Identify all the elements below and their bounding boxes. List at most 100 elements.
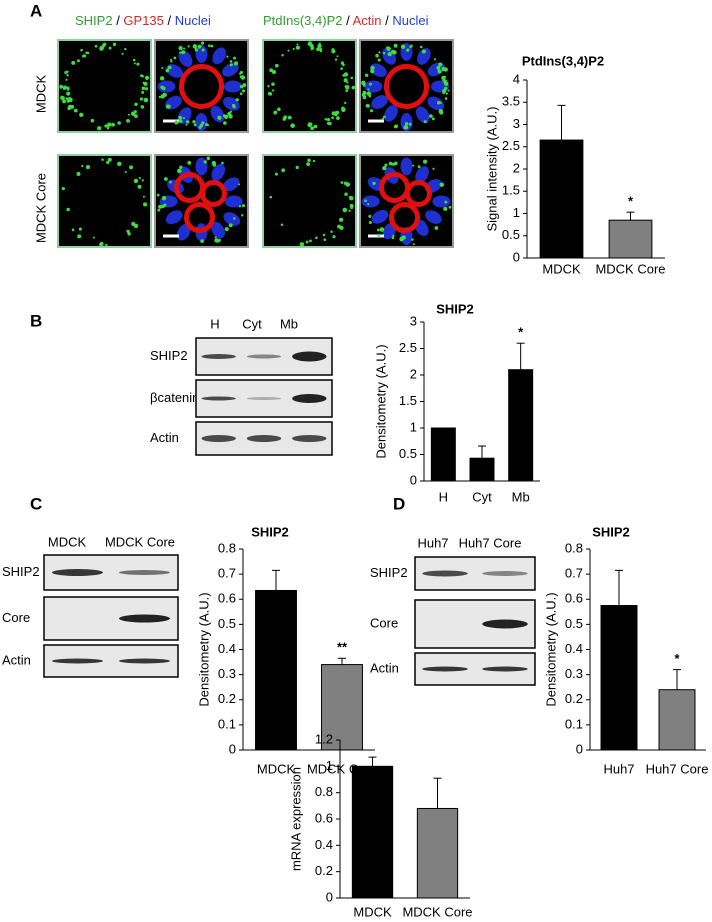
puncta [336,55,339,58]
puncta [403,124,409,130]
blot [195,379,333,418]
puncta [193,123,197,127]
puncta [62,99,67,104]
blot-band [292,394,327,403]
puncta [381,117,385,121]
stain-header: SHIP2 / GP135 / Nuclei [75,13,211,28]
puncta [343,78,348,83]
puncta [159,76,165,81]
puncta [310,122,313,125]
puncta [65,78,68,81]
puncta [203,160,207,164]
micrograph [57,154,152,248]
stain-name: Actin [353,13,382,28]
puncta [439,110,444,115]
puncta [105,243,108,247]
nucleus [425,210,442,224]
puncta [362,90,367,95]
lane-label: Huh7 [417,535,448,550]
puncta [238,72,242,75]
y-tick-label: 0.5 [502,227,520,242]
lumen [384,64,429,109]
puncta [388,161,393,166]
y-tick-label: 0 [576,741,583,756]
puncta [117,161,122,167]
error-bar [615,569,623,606]
puncta [311,46,315,50]
puncta [94,44,98,48]
panel-label: C [30,494,42,513]
puncta [350,76,354,80]
puncta [377,58,381,62]
puncta [326,118,331,122]
puncta [443,79,448,84]
puncta [223,114,226,118]
blot-row-label: SHIP2 [2,564,40,579]
puncta [229,60,233,63]
error-bar [516,342,525,370]
puncta [212,163,217,167]
puncta [61,186,65,191]
puncta [224,227,229,232]
nucleus [157,80,176,93]
puncta [322,233,326,237]
puncta [126,229,130,233]
row-label: MDCK Core [33,173,48,243]
puncta [287,115,292,120]
error-bar [673,669,681,690]
puncta [316,47,320,52]
blot-band [52,569,103,576]
puncta [400,44,406,49]
y-tick-label: 0.1 [565,716,583,731]
puncta [342,108,346,112]
puncta [59,84,64,89]
puncta [377,233,381,237]
puncta [99,45,105,51]
puncta [436,100,441,105]
stain-header: PtdIns(3,4)P2 / Actin / Nuclei [263,13,429,28]
blot-band [246,397,282,400]
puncta [210,44,214,48]
puncta [76,171,81,176]
blot [43,596,179,641]
puncta [382,166,387,171]
puncta [233,61,239,66]
puncta [332,235,336,239]
puncta [132,58,136,62]
blot-band [482,619,528,629]
puncta [444,200,448,204]
nucleus [415,166,429,183]
puncta [382,115,386,119]
micrograph [359,154,454,248]
bar [539,139,584,259]
puncta [431,117,435,121]
lane-label: H [210,316,219,331]
puncta [109,158,112,161]
puncta [319,47,323,51]
y-tick-label: 1.5 [502,183,520,198]
puncta [208,44,211,47]
puncta [198,125,202,129]
y-tick-label: 0.6 [218,591,236,606]
chart-title: PtdIns(3,4)P2 [522,53,604,68]
blot-band [119,570,170,575]
puncta [334,111,338,114]
puncta [423,120,427,124]
puncta [281,53,284,57]
y-tick-label: 0.6 [565,591,583,606]
blot [43,644,179,678]
puncta [240,75,246,80]
puncta [241,204,246,208]
blot-row-label: Actin [150,430,179,445]
puncta [124,171,127,174]
error-bar [433,777,442,809]
lumen [405,180,432,207]
puncta [436,65,441,70]
puncta [233,56,237,60]
puncta [432,167,435,170]
significance: ** [337,640,348,655]
y-tick-label: 0.7 [218,566,236,581]
lumen [200,180,227,207]
puncta [142,75,145,78]
puncta [66,87,70,91]
